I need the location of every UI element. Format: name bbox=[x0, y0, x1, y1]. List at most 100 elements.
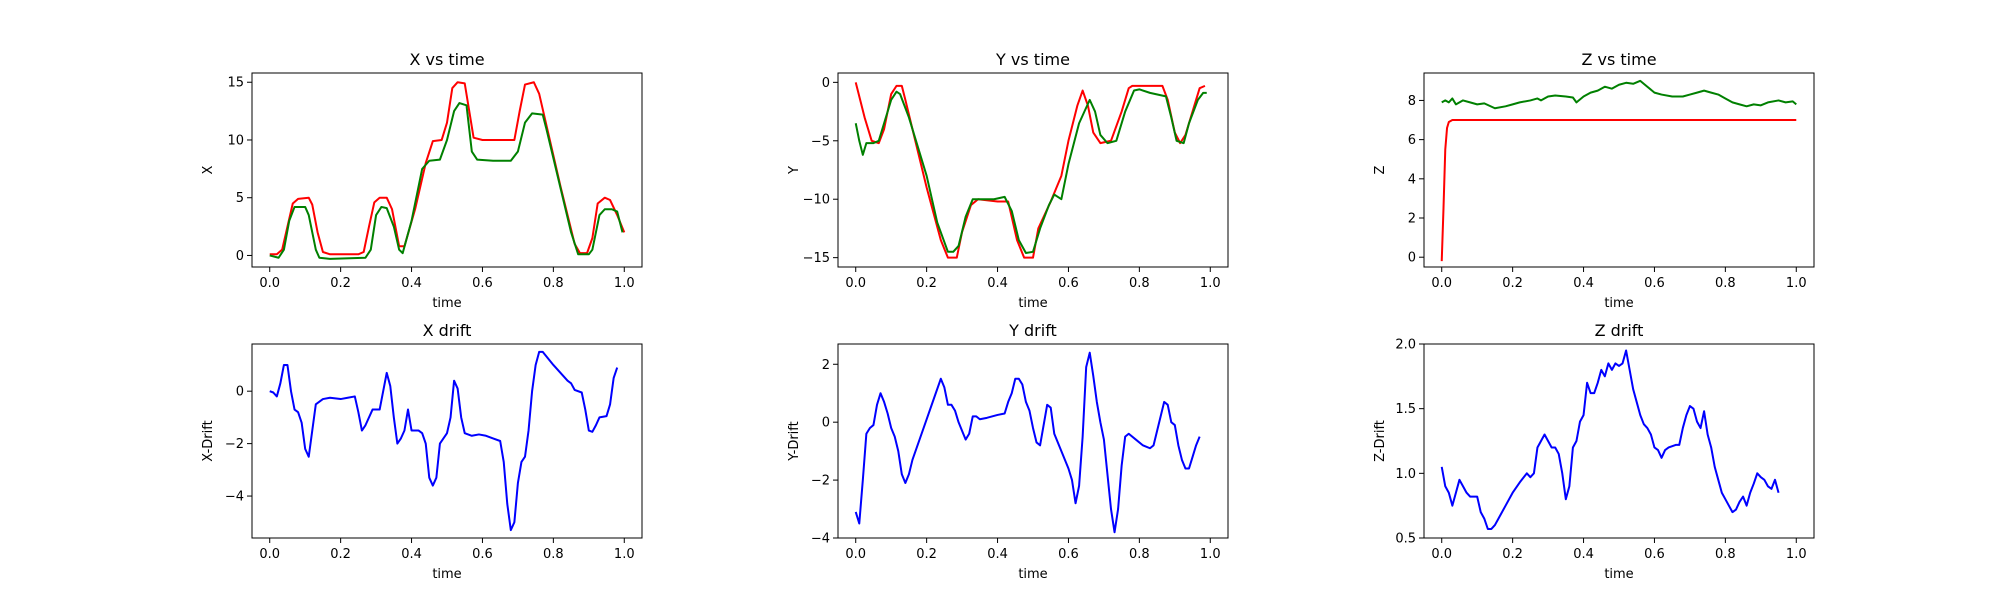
x-tick-label: 0.0 bbox=[1431, 276, 1452, 291]
series-drift-line bbox=[269, 350, 619, 532]
y-tick-label: 0 bbox=[236, 249, 244, 264]
x-tick-label: 0.8 bbox=[1129, 276, 1150, 291]
x-axis-label: time bbox=[1018, 567, 1047, 582]
y-tick-label: −15 bbox=[803, 251, 830, 266]
y-tick-label: −4 bbox=[225, 490, 244, 505]
series-red-line bbox=[269, 81, 626, 256]
chart-title: Z vs time bbox=[1581, 50, 1656, 69]
x-tick-label: 0.6 bbox=[1058, 547, 1079, 562]
y-axis-label: Z-Drift bbox=[1373, 420, 1388, 462]
x-axis-label: time bbox=[1604, 296, 1633, 311]
chart-z-vs-time: 0.0 0.2 0.4 0.6 0.8 1.0 0 2 4 6 8 Z vs time time Z bbox=[1373, 50, 1815, 311]
y-tick-label: 4 bbox=[1408, 172, 1416, 187]
chart-x-vs-time: 0.0 0.2 0.4 0.6 0.8 1.0 0 5 10 15 X vs time time X bbox=[201, 50, 643, 311]
x-tick-label: 1.0 bbox=[614, 547, 635, 562]
y-tick-label: 15 bbox=[227, 76, 244, 91]
x-tick-label: 0.4 bbox=[401, 276, 422, 291]
y-tick-label: 2.0 bbox=[1395, 338, 1416, 353]
x-tick-label: 0.4 bbox=[401, 547, 422, 562]
x-tick-label: 0.0 bbox=[259, 547, 280, 562]
chart-z-drift: 0.0 0.2 0.4 0.6 0.8 1.0 0.5 1.0 1.5 2.0 Z drift tim… bbox=[1373, 321, 1815, 582]
y-axis-label: Y bbox=[787, 166, 802, 175]
axes-frame bbox=[1423, 72, 1815, 268]
chart-title: Y drift bbox=[1008, 321, 1057, 340]
x-tick-label: 0.2 bbox=[1502, 547, 1523, 562]
y-tick-label: 2 bbox=[1408, 212, 1416, 227]
chart-title: Z drift bbox=[1595, 321, 1644, 340]
chart-title: X vs time bbox=[409, 50, 484, 69]
series-drift-line bbox=[854, 351, 1201, 534]
y-tick-label: 1.0 bbox=[1395, 467, 1416, 482]
x-tick-label: 1.0 bbox=[614, 276, 635, 291]
y-axis-label: X bbox=[201, 165, 216, 174]
chart-x-drift: 0.0 0.2 0.4 0.6 0.8 1.0 0 −2 −4 X drift time X-Drif… bbox=[201, 321, 643, 582]
x-tick-label: 1.0 bbox=[1200, 547, 1221, 562]
x-tick-label: 0.0 bbox=[845, 547, 866, 562]
x-tick-label: 1.0 bbox=[1786, 276, 1807, 291]
x-tick-label: 0.0 bbox=[845, 276, 866, 291]
y-tick-label: −2 bbox=[811, 474, 830, 489]
y-tick-label: −2 bbox=[225, 437, 244, 452]
series-green-line bbox=[269, 102, 624, 260]
x-tick-label: 0.6 bbox=[472, 276, 493, 291]
y-axis-label: Y-Drift bbox=[787, 421, 802, 462]
x-tick-label: 0.4 bbox=[987, 276, 1008, 291]
x-tick-label: 0.4 bbox=[1573, 276, 1594, 291]
x-tick-label: 0.8 bbox=[543, 276, 564, 291]
y-tick-label: 6 bbox=[1408, 133, 1416, 148]
y-axis-label: Z bbox=[1373, 165, 1388, 174]
x-tick-label: 1.0 bbox=[1786, 547, 1807, 562]
series-red-line bbox=[854, 82, 1206, 259]
chart-title: Y vs time bbox=[995, 50, 1070, 69]
x-tick-label: 0.2 bbox=[330, 547, 351, 562]
y-tick-label: 0 bbox=[822, 76, 830, 91]
x-tick-label: 0.6 bbox=[1058, 276, 1079, 291]
x-tick-label: 0.0 bbox=[1431, 547, 1452, 562]
x-tick-label: 0.6 bbox=[1644, 547, 1665, 562]
y-tick-label: 0 bbox=[1408, 251, 1416, 266]
y-tick-label: −4 bbox=[811, 532, 830, 547]
series-green-line bbox=[854, 88, 1207, 254]
y-tick-label: 10 bbox=[227, 133, 244, 148]
x-axis-label: time bbox=[432, 567, 461, 582]
y-tick-label: 5 bbox=[236, 191, 244, 206]
series-red-line bbox=[1440, 119, 1797, 262]
x-tick-label: 0.8 bbox=[1129, 547, 1150, 562]
series-green-line bbox=[1441, 79, 1797, 110]
axes-frame bbox=[251, 343, 643, 539]
y-tick-label: 0.5 bbox=[1395, 532, 1416, 547]
x-tick-label: 0.6 bbox=[472, 547, 493, 562]
y-tick-label: −5 bbox=[811, 134, 830, 149]
x-tick-label: 0.8 bbox=[1715, 547, 1736, 562]
y-tick-label: 2 bbox=[822, 358, 830, 373]
x-axis-label: time bbox=[1604, 567, 1633, 582]
axes-frame bbox=[837, 72, 1229, 268]
x-tick-label: 0.4 bbox=[1573, 547, 1594, 562]
x-tick-label: 0.0 bbox=[259, 276, 280, 291]
x-axis-label: time bbox=[1018, 296, 1047, 311]
axes-frame bbox=[1423, 343, 1815, 539]
y-tick-label: −10 bbox=[803, 193, 830, 208]
x-tick-label: 0.2 bbox=[1502, 276, 1523, 291]
y-tick-label: 1.5 bbox=[1395, 402, 1416, 417]
series-drift-line bbox=[1440, 349, 1780, 530]
chart-y-drift: 0.0 0.2 0.4 0.6 0.8 1.0 2 0 −2 −4 Y drift time Y-Dri… bbox=[787, 321, 1229, 582]
axes-frame bbox=[251, 72, 643, 268]
y-tick-label: 0 bbox=[822, 416, 830, 431]
chart-y-vs-time: 0.0 0.2 0.4 0.6 0.8 1.0 0 −5 −10 −15 Y vs time time… bbox=[787, 50, 1229, 311]
x-axis-label: time bbox=[432, 296, 461, 311]
x-tick-label: 0.8 bbox=[543, 547, 564, 562]
y-axis-label: X-Drift bbox=[201, 420, 216, 461]
chart-title: X drift bbox=[423, 321, 472, 340]
x-tick-label: 0.2 bbox=[330, 276, 351, 291]
y-tick-label: 8 bbox=[1408, 94, 1416, 109]
x-tick-label: 0.2 bbox=[916, 276, 937, 291]
x-tick-label: 0.2 bbox=[916, 547, 937, 562]
x-tick-label: 0.4 bbox=[987, 547, 1008, 562]
x-tick-label: 1.0 bbox=[1200, 276, 1221, 291]
y-tick-label: 0 bbox=[236, 385, 244, 400]
x-tick-label: 0.6 bbox=[1644, 276, 1665, 291]
axes-frame bbox=[837, 343, 1229, 539]
x-tick-label: 0.8 bbox=[1715, 276, 1736, 291]
